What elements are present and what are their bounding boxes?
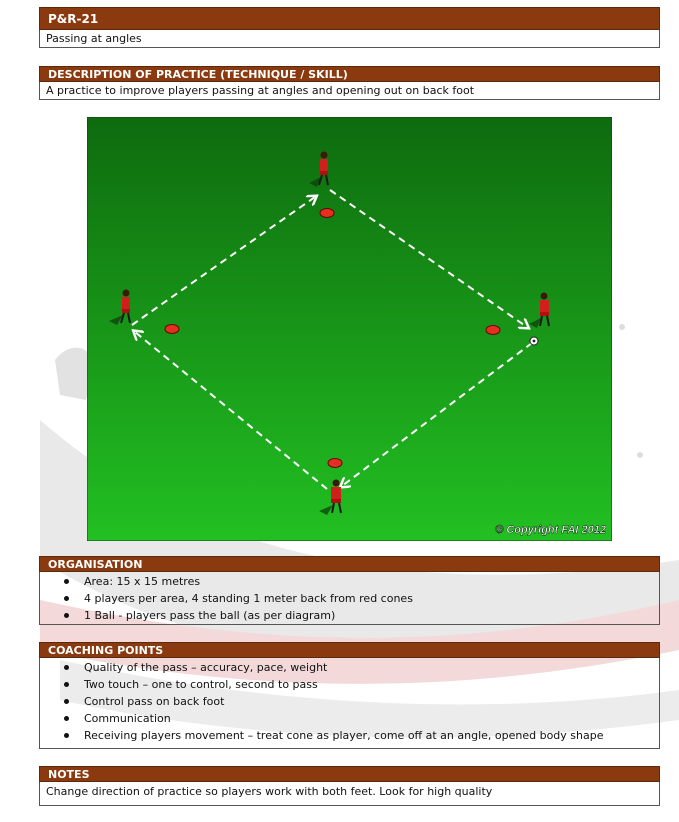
practice-diagram: © Copyright FAI 2012 — [87, 117, 612, 541]
player-right — [529, 292, 550, 328]
cone-bottom — [327, 458, 343, 468]
coaching-list: Quality of the pass – accuracy, pace, we… — [40, 659, 659, 744]
football — [529, 336, 539, 346]
list-item: 4 players per area, 4 standing 1 meter b… — [40, 590, 659, 607]
player-bottom — [319, 479, 342, 515]
list-item: Control pass on back foot — [40, 693, 659, 710]
organisation-list: Area: 15 x 15 metres 4 players per area,… — [40, 573, 659, 624]
cone-right — [485, 325, 501, 335]
practice-code: P&R-21 — [39, 7, 660, 30]
header-section: P&R-21 Passing at angles — [39, 7, 660, 48]
cones — [164, 208, 501, 468]
description-heading: DESCRIPTION OF PRACTICE (TECHNIQUE / SKI… — [39, 66, 660, 82]
organisation-heading: ORGANISATION — [39, 556, 660, 572]
list-item: Communication — [40, 710, 659, 727]
list-item: Quality of the pass – accuracy, pace, we… — [40, 659, 659, 676]
organisation-section: ORGANISATION Area: 15 x 15 metres 4 play… — [39, 556, 660, 625]
cone-left — [164, 324, 180, 334]
organisation-body: Area: 15 x 15 metres 4 players per area,… — [39, 572, 660, 625]
list-item: 1 Ball - players pass the ball (as per d… — [40, 607, 659, 624]
coaching-body: Quality of the pass – accuracy, pace, we… — [39, 658, 660, 749]
coaching-heading: COACHING POINTS — [39, 642, 660, 658]
pass-arrow-left-to-top — [131, 197, 315, 326]
pass-arrow-right-to-bottom — [342, 342, 533, 486]
list-item: Two touch – one to control, second to pa… — [40, 676, 659, 693]
coaching-section: COACHING POINTS Quality of the pass – ac… — [39, 642, 660, 749]
description-text: A practice to improve players passing at… — [39, 82, 660, 100]
list-item: Area: 15 x 15 metres — [40, 573, 659, 590]
pass-arrow-top-to-right — [329, 189, 527, 327]
notes-text: Change direction of practice so players … — [39, 782, 660, 806]
notes-section: NOTES Change direction of practice so pl… — [39, 766, 660, 806]
cone-top — [319, 208, 335, 218]
practice-title: Passing at angles — [39, 30, 660, 48]
notes-heading: NOTES — [39, 766, 660, 782]
copyright-text: © Copyright FAI 2012 — [495, 524, 606, 536]
description-section: DESCRIPTION OF PRACTICE (TECHNIQUE / SKI… — [39, 66, 660, 100]
player-top — [309, 151, 329, 187]
player-left — [109, 289, 131, 325]
list-item: Receiving players movement – treat cone … — [40, 727, 659, 744]
pass-arrow-bottom-to-left — [135, 332, 328, 490]
pitch-svg: © Copyright FAI 2012 — [87, 117, 612, 541]
